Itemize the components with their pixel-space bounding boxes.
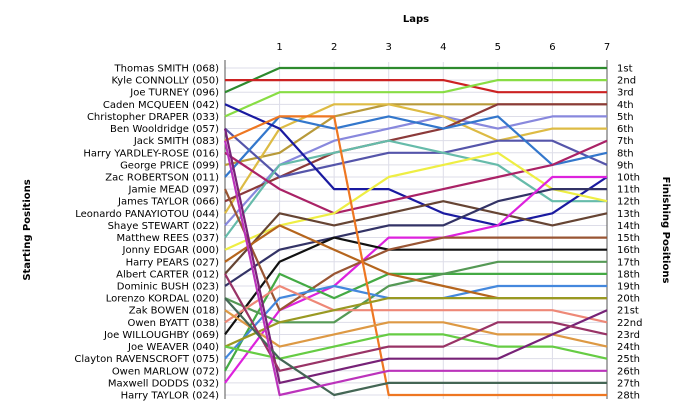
starting-position-label: Harry YARDLEY-ROSE (016)	[83, 148, 219, 159]
starting-position-label: Joe WILLOUGHBY (069)	[103, 330, 219, 341]
plot-area	[225, 62, 607, 399]
finishing-position-label: 17th	[617, 257, 640, 268]
finishing-position-label: 24th	[617, 342, 640, 353]
finishing-position-label: 21st	[617, 306, 639, 317]
rider-series-line	[224, 175, 607, 384]
starting-position-label: George PRICE (099)	[120, 160, 219, 171]
finishing-position-label: 2nd	[617, 76, 636, 87]
starting-position-label: Zac ROBERTSON (011)	[105, 173, 219, 184]
x-tick-label: 5	[495, 42, 501, 53]
x-axis-title: Laps	[403, 14, 429, 25]
rider-series-line	[224, 272, 607, 372]
rider-series-line	[224, 151, 608, 251]
finishing-position-label: 5th	[617, 112, 634, 123]
rider-series-line	[224, 139, 608, 215]
starting-position-label: Lorenzo KORDAL (020)	[106, 294, 219, 305]
rider-series-line	[224, 333, 608, 360]
rider-series-line	[224, 309, 608, 348]
x-tick-label: 2	[331, 42, 337, 53]
right-axis-title: Finishing Positions	[660, 177, 671, 284]
rider-series-line	[224, 297, 607, 397]
finishing-position-label: 25th	[617, 354, 640, 365]
rider-series-line	[224, 115, 608, 178]
rider-series-line	[224, 115, 607, 397]
starting-position-label: James TAYLOR (066)	[117, 197, 219, 208]
x-tick-label: 3	[386, 42, 392, 53]
starting-position-label: Caden MCQUEEN (042)	[103, 100, 219, 111]
x-tick-labels: 1 2 3 4 5 6 7	[276, 42, 610, 53]
starting-position-label: Matthew REES (037)	[117, 233, 220, 244]
finishing-position-label: 12th	[617, 197, 640, 208]
finishing-position-label: 27th	[617, 378, 640, 389]
finishing-position-label: 28th	[617, 391, 640, 402]
starting-position-label: Owen MARLOW (072)	[112, 366, 219, 377]
finishing-position-label: 8th	[617, 148, 634, 159]
x-tick-label: 6	[549, 42, 555, 53]
rider-series-line	[224, 103, 607, 203]
rider-series-line	[224, 236, 607, 336]
starting-position-label: Harry PEARS (027)	[126, 257, 219, 268]
starting-position-label: Dominic BUSH (023)	[117, 282, 219, 293]
starting-position-label: Owen BYATT (038)	[127, 318, 219, 329]
rider-series-line	[224, 66, 607, 94]
starting-position-label: Kyle CONNOLLY (050)	[111, 76, 219, 87]
starting-position-label: Jonny EDGAR (000)	[122, 245, 220, 256]
finishing-position-label: 20th	[617, 294, 640, 305]
finishing-position-label: 16th	[617, 245, 640, 256]
rider-series-line	[224, 284, 608, 324]
finishing-position-label: 22nd	[617, 318, 642, 329]
starting-position-label: Jack SMITH (083)	[133, 136, 219, 147]
rider-series-line	[223, 140, 607, 397]
starting-position-label: Joe WEAVER (040)	[127, 342, 219, 353]
finishing-position-label: 4th	[617, 100, 634, 111]
rider-series-line	[224, 103, 607, 214]
rider-series-line	[224, 103, 608, 227]
starting-position-label: Albert CARTER (012)	[116, 269, 219, 280]
starting-position-label: Zak BOWEN (018)	[129, 306, 219, 317]
rider-series-line	[224, 297, 607, 348]
rider-series-line	[224, 273, 608, 372]
starting-position-label: Clayton RAVENSCROFT (075)	[74, 354, 219, 365]
finishing-position-label: 13th	[617, 209, 640, 220]
starting-position-label: Thomas SMITH (068)	[114, 64, 220, 75]
finishing-position-label: 26th	[617, 366, 640, 377]
x-tick-label: 1	[276, 42, 282, 53]
finishing-position-label: 23rd	[617, 330, 640, 341]
finishing-position-label: 1st	[617, 64, 633, 75]
left-axis-title: Starting Positions	[22, 179, 33, 280]
rider-series-line	[224, 200, 608, 275]
starting-position-label: Shaye STEWART (022)	[108, 221, 220, 232]
finishing-position-label: 15th	[617, 233, 640, 244]
finishing-position-label: 11th	[617, 185, 640, 196]
series-group	[223, 66, 608, 397]
starting-position-label: Ben Wooldridge (057)	[110, 124, 219, 135]
starting-position-label: Harry TAYLOR (024)	[121, 391, 219, 402]
starting-position-label: Jamie MEAD (097)	[128, 185, 220, 196]
rider-series-line	[224, 78, 607, 118]
finishing-position-label: 6th	[617, 124, 634, 135]
finishing-position-label: 19th	[617, 282, 640, 293]
starting-position-label: Joe TURNEY (096)	[129, 88, 219, 99]
rider-series-line	[224, 127, 608, 179]
finishing-position-labels: 1st2nd3rd4th5th6th7th8th9th10th11th12th1…	[617, 64, 642, 402]
starting-position-label: Maxwell DODDS (032)	[108, 378, 219, 389]
finishing-position-label: 3rd	[617, 88, 634, 99]
starting-position-label: Leonardo PANAYIOTOU (044)	[75, 209, 219, 220]
x-tick-label: 7	[604, 42, 610, 53]
rider-series-line	[223, 128, 608, 384]
rider-series-line	[224, 188, 607, 287]
starting-position-labels: Thomas SMITH (068)Kyle CONNOLLY (050)Joe…	[74, 64, 219, 402]
rider-series-line	[225, 78, 607, 94]
rider-series-line	[223, 188, 607, 312]
finishing-position-label: 10th	[617, 173, 640, 184]
finishing-position-label: 7th	[617, 136, 634, 147]
x-tick-label: 4	[440, 42, 446, 53]
finishing-position-label: 14th	[617, 221, 640, 232]
rider-series-line	[224, 139, 607, 239]
starting-position-label: Christopher DRAPER (033)	[87, 112, 219, 123]
finishing-position-label: 9th	[617, 160, 634, 171]
finishing-position-label: 18th	[617, 269, 640, 280]
